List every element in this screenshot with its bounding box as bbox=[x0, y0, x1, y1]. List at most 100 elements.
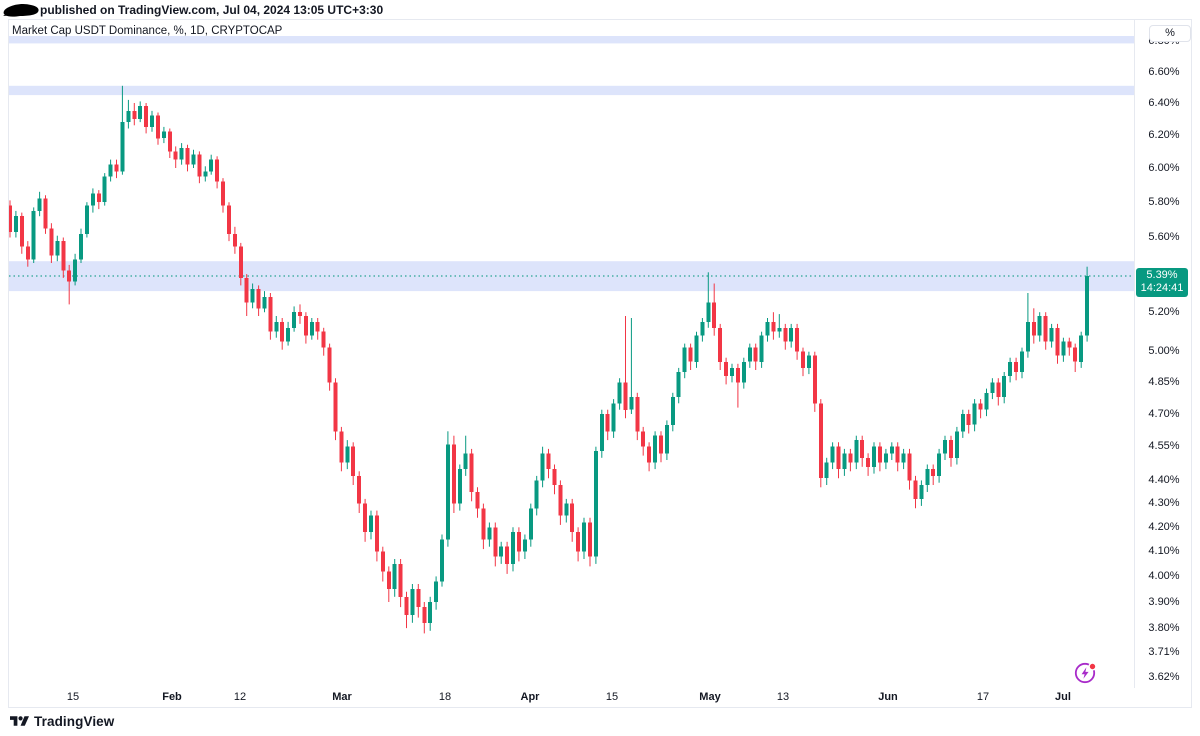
candle-down bbox=[949, 440, 953, 458]
candle-up bbox=[694, 335, 699, 362]
candle-down bbox=[43, 198, 48, 229]
candle-down bbox=[380, 551, 385, 572]
price-axis-label: 4.20% bbox=[1148, 520, 1180, 533]
supply-zone-band bbox=[9, 85, 1134, 96]
candle-down bbox=[8, 205, 12, 233]
candle-down bbox=[173, 151, 178, 160]
candle-down bbox=[783, 327, 788, 342]
candle-down bbox=[221, 181, 225, 206]
price-axis-label: 6.60% bbox=[1148, 65, 1180, 78]
candle-down bbox=[280, 321, 285, 342]
price-axis-label: 5.20% bbox=[1148, 305, 1180, 318]
time-axis-label: 18 bbox=[438, 691, 452, 703]
candle-down bbox=[516, 532, 521, 552]
candle-up bbox=[1061, 341, 1066, 356]
candle-down bbox=[724, 361, 729, 377]
time-axis-label: 15 bbox=[66, 691, 80, 703]
candle-down bbox=[327, 347, 332, 383]
candle-down bbox=[966, 414, 971, 425]
candle-down bbox=[860, 440, 865, 458]
price-axis-label: 4.85% bbox=[1148, 375, 1180, 388]
candle-up bbox=[79, 233, 83, 260]
candle-up bbox=[1025, 321, 1030, 352]
candle-down bbox=[1055, 327, 1060, 356]
candle-up bbox=[203, 171, 208, 177]
candle-up bbox=[445, 444, 450, 540]
candle-up bbox=[1002, 376, 1007, 397]
candle-up bbox=[682, 347, 687, 372]
candle-down bbox=[558, 485, 563, 516]
candle-down bbox=[712, 302, 717, 328]
time-axis-label: Jun bbox=[878, 691, 898, 703]
candle-up bbox=[73, 259, 78, 282]
candle-down bbox=[570, 503, 575, 533]
candle-down bbox=[493, 527, 498, 557]
candle-down bbox=[718, 327, 723, 362]
candle-up bbox=[806, 355, 811, 368]
candle-down bbox=[227, 205, 231, 234]
price-axis-label: 5.60% bbox=[1148, 231, 1180, 243]
price-axis-label: 5.80% bbox=[1148, 195, 1180, 208]
candle-up bbox=[984, 392, 989, 410]
candle-up bbox=[126, 110, 131, 123]
candle-up bbox=[55, 241, 60, 256]
candle-up bbox=[1049, 327, 1054, 342]
candle-down bbox=[481, 508, 486, 540]
candle-up bbox=[13, 216, 18, 233]
unit-button[interactable]: % bbox=[1149, 25, 1191, 42]
candle-down bbox=[818, 403, 823, 479]
candle-down bbox=[333, 382, 338, 432]
time-scale[interactable]: 15 Feb 12 Mar 18 Apr 15 May 13 Jun 17 Jul bbox=[8, 688, 1192, 708]
candle-up bbox=[410, 589, 415, 615]
candle-up bbox=[522, 539, 527, 552]
tradingview-logo[interactable]: TradingView bbox=[10, 714, 114, 729]
candle-down bbox=[1014, 361, 1019, 372]
header-bar: published on TradingView.com, Jul 04, 20… bbox=[0, 0, 1200, 20]
candle-down bbox=[866, 457, 871, 467]
candle-down bbox=[907, 453, 912, 481]
time-axis-label: 15 bbox=[605, 691, 619, 703]
candle-up bbox=[824, 462, 829, 479]
price-axis-label: 6.20% bbox=[1148, 128, 1180, 141]
published-attribution: published on TradingView.com, Jul 04, 20… bbox=[40, 3, 384, 17]
candle-down bbox=[913, 480, 918, 499]
candle-up bbox=[434, 581, 439, 602]
time-axis-label: Mar bbox=[332, 691, 352, 703]
candle-up bbox=[274, 321, 279, 332]
candle-down bbox=[422, 607, 427, 623]
last-price-value: 5.39% bbox=[1146, 269, 1178, 281]
candle-up bbox=[593, 451, 598, 557]
candle-down bbox=[647, 446, 652, 463]
candle-down bbox=[19, 216, 24, 247]
price-axis-label: 3.71% bbox=[1148, 645, 1180, 658]
candle-up bbox=[209, 159, 214, 172]
candle-up bbox=[653, 435, 658, 463]
candle-down bbox=[996, 382, 1001, 397]
candle-up bbox=[611, 403, 616, 432]
price-scale[interactable]: 6.80%6.60%6.40%6.20%6.00%5.80%5.60%5.20%… bbox=[1134, 19, 1192, 688]
candle-down bbox=[475, 492, 480, 509]
time-axis-label: Apr bbox=[520, 691, 540, 703]
candle-down bbox=[659, 435, 663, 454]
candle-down bbox=[67, 270, 72, 282]
candle-up bbox=[440, 539, 444, 582]
supply-zone-band bbox=[9, 36, 1134, 44]
candle-down bbox=[469, 453, 474, 492]
candle-up bbox=[972, 403, 977, 425]
candle-up bbox=[499, 546, 504, 557]
candle-down bbox=[398, 563, 403, 597]
candle-up bbox=[617, 382, 622, 404]
candle-up bbox=[901, 453, 906, 463]
time-axis-label: 13 bbox=[776, 691, 790, 703]
candle-up bbox=[777, 327, 782, 332]
candle-up bbox=[700, 321, 705, 336]
price-axis-label: 3.62% bbox=[1148, 670, 1180, 683]
time-axis-label: Jul bbox=[1055, 691, 1071, 703]
boost-flash-icon[interactable] bbox=[1073, 660, 1099, 686]
candle-up bbox=[960, 414, 965, 432]
candle-up bbox=[599, 414, 604, 452]
candle-up bbox=[369, 515, 373, 533]
candle-up bbox=[120, 122, 125, 172]
candle-up bbox=[138, 106, 143, 119]
